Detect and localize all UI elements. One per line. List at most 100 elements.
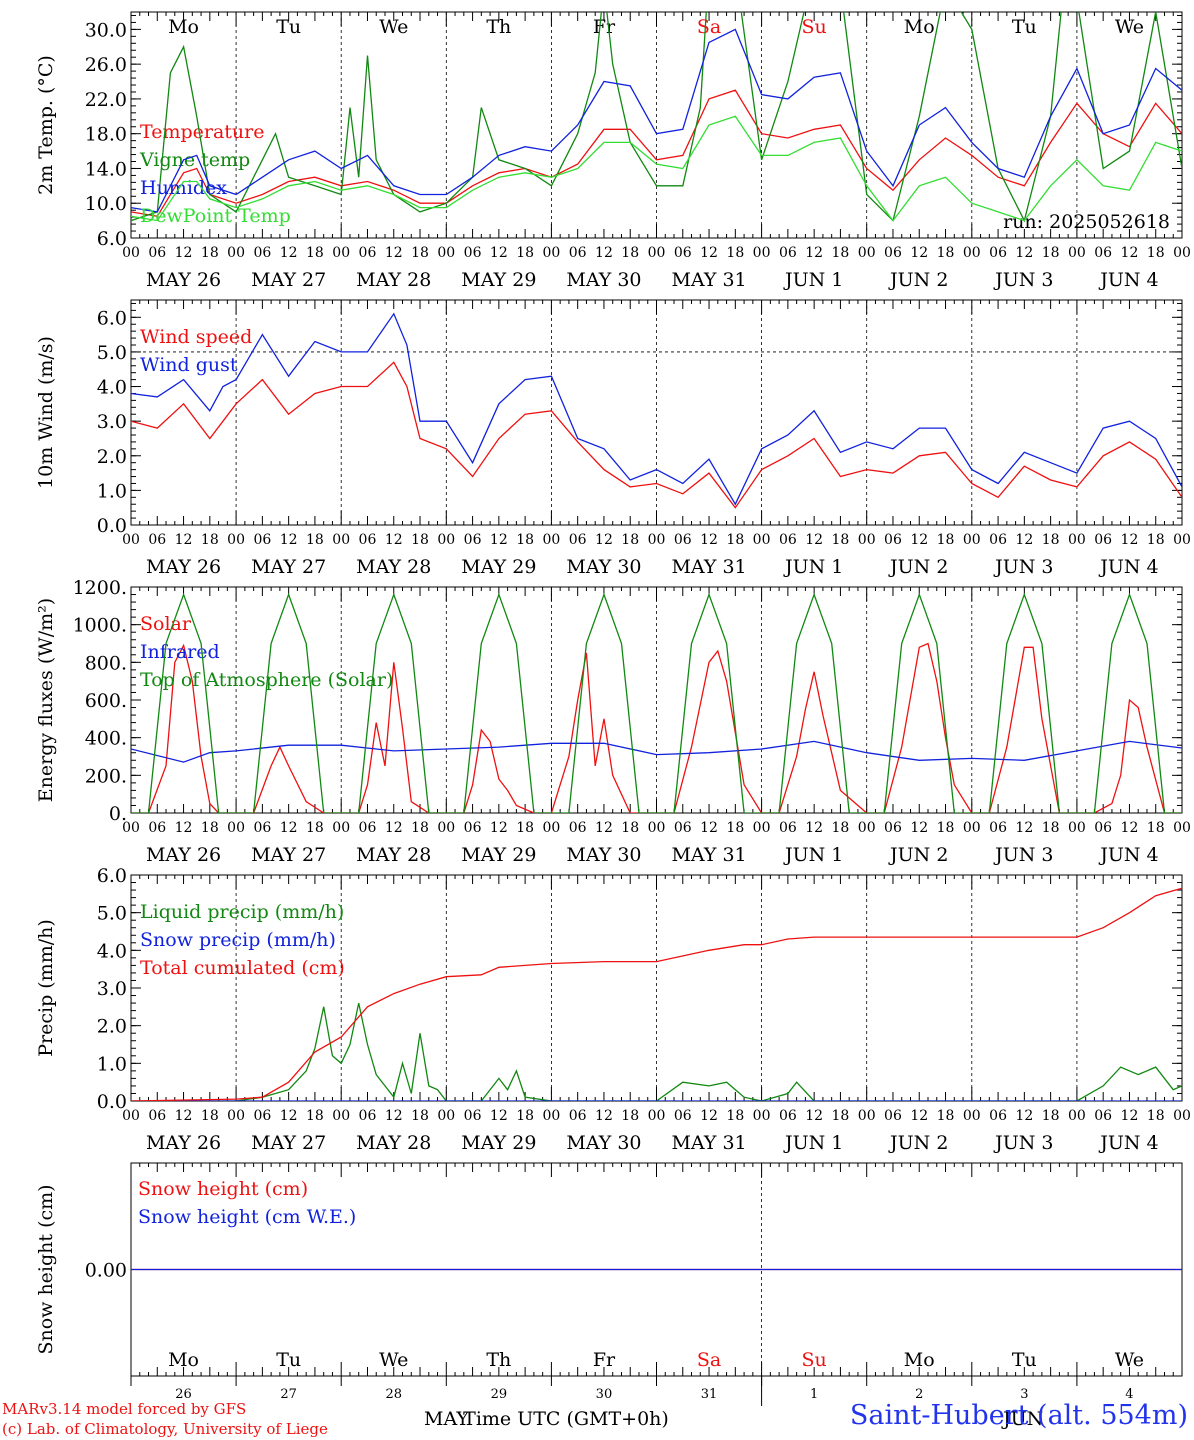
weekday-label: Tu bbox=[1012, 16, 1037, 38]
hour-label: 12 bbox=[700, 532, 718, 548]
day-number-label: 29 bbox=[491, 1387, 508, 1402]
hour-label: 18 bbox=[516, 1108, 534, 1124]
hour-label: 18 bbox=[832, 1108, 850, 1124]
legend-entry: Wind gust bbox=[140, 354, 238, 376]
panel-3: 0. 200. 400. 600. 800. 1000. 1200. Energy fluxe… bbox=[35, 577, 1191, 866]
y-tick-label: 2.0 bbox=[97, 446, 127, 468]
hour-label: 18 bbox=[832, 245, 850, 261]
hour-label: 12 bbox=[1015, 532, 1033, 548]
y-tick-label: 1.0 bbox=[97, 480, 127, 502]
hour-label: 12 bbox=[910, 820, 928, 836]
legend-entry: Solar bbox=[140, 613, 192, 635]
hour-label: 00 bbox=[1068, 245, 1086, 261]
date-label: MAY 28 bbox=[356, 1132, 431, 1154]
x-axis-title: Time UTC (GMT+0h) bbox=[463, 1408, 669, 1430]
series-line-4 bbox=[131, 115, 1182, 222]
hour-label: 18 bbox=[621, 245, 639, 261]
legend-entry: Total cumulated (cm) bbox=[140, 957, 345, 979]
weekday-label: We bbox=[379, 16, 408, 38]
y-axis-title: Precip (mm/h) bbox=[35, 919, 57, 1057]
hour-label: 18 bbox=[411, 820, 429, 836]
hour-label: 06 bbox=[1094, 532, 1112, 548]
date-label: MAY 26 bbox=[146, 1132, 221, 1154]
weekday-label: Sa bbox=[697, 16, 721, 38]
hour-label: 00 bbox=[858, 245, 876, 261]
series-line-1 bbox=[131, 361, 1182, 509]
date-label: MAY 28 bbox=[356, 844, 431, 866]
weekday-label: Tu bbox=[276, 16, 301, 38]
hour-label: 12 bbox=[1015, 1108, 1033, 1124]
y-axis-title: 2m Temp. (°C) bbox=[35, 55, 57, 195]
hour-label: 18 bbox=[1147, 1108, 1165, 1124]
station-name: Saint-Hubert (alt. 554m) bbox=[849, 1400, 1188, 1431]
hour-label: 06 bbox=[779, 532, 797, 548]
hour-label: 06 bbox=[148, 532, 166, 548]
hour-label: 12 bbox=[175, 532, 193, 548]
date-label: JUN 3 bbox=[993, 1132, 1053, 1154]
hour-label: 18 bbox=[621, 820, 639, 836]
hour-label: 18 bbox=[1147, 820, 1165, 836]
hour-label: 00 bbox=[753, 820, 771, 836]
hour-label: 18 bbox=[726, 820, 744, 836]
hour-label: 18 bbox=[306, 532, 324, 548]
legend-entry: Snow height (cm W.E.) bbox=[138, 1206, 356, 1228]
y-tick-label: 600. bbox=[85, 690, 127, 712]
date-label: MAY 27 bbox=[251, 269, 326, 291]
weekday-label: Tu bbox=[1012, 1349, 1037, 1371]
hour-label: 06 bbox=[1094, 1108, 1112, 1124]
legend-entry: Temperature bbox=[140, 121, 264, 143]
day-number-label: 2 bbox=[915, 1387, 923, 1402]
hour-label: 06 bbox=[884, 1108, 902, 1124]
hour-label: 06 bbox=[674, 820, 692, 836]
hour-label: 00 bbox=[648, 532, 666, 548]
date-label: JUN 1 bbox=[783, 556, 843, 578]
hour-label: 00 bbox=[227, 820, 245, 836]
hour-label: 18 bbox=[937, 820, 955, 836]
weekday-label: Su bbox=[802, 1349, 827, 1371]
hour-label: 00 bbox=[1173, 820, 1191, 836]
hour-label: 06 bbox=[464, 820, 482, 836]
y-tick-label: 14.0 bbox=[85, 158, 127, 180]
hour-label: 00 bbox=[753, 1108, 771, 1124]
y-tick-label: 6.0 bbox=[97, 228, 127, 250]
date-label: JUN 1 bbox=[783, 269, 843, 291]
hour-label: 18 bbox=[411, 245, 429, 261]
hour-label: 00 bbox=[648, 245, 666, 261]
hour-label: 12 bbox=[490, 245, 508, 261]
date-label: JUN 2 bbox=[888, 269, 948, 291]
hour-label: 12 bbox=[910, 245, 928, 261]
hour-label: 18 bbox=[1042, 820, 1060, 836]
hour-label: 00 bbox=[437, 532, 455, 548]
hour-label: 12 bbox=[910, 532, 928, 548]
hour-label: 12 bbox=[385, 532, 403, 548]
panel-4: 0.0 1.0 2.0 3.0 4.0 5.0 6.0 Precip (mm/h) 00 06 12… bbox=[35, 865, 1191, 1154]
hour-label: 18 bbox=[937, 1108, 955, 1124]
y-tick-label: 2.0 bbox=[97, 1016, 127, 1038]
plot-frame bbox=[130, 299, 1183, 526]
hour-label: 00 bbox=[1173, 532, 1191, 548]
hour-label: 00 bbox=[437, 245, 455, 261]
y-tick-label: 3.0 bbox=[97, 411, 127, 433]
day-number-label: 27 bbox=[280, 1387, 297, 1402]
day-number-label: 4 bbox=[1125, 1387, 1133, 1402]
hour-label: 06 bbox=[464, 245, 482, 261]
y-axis-title: Snow height (cm) bbox=[35, 1184, 57, 1354]
hour-label: 00 bbox=[122, 245, 140, 261]
hour-label: 12 bbox=[385, 245, 403, 261]
hour-label: 18 bbox=[1042, 245, 1060, 261]
legend-entry: DewPoint Temp bbox=[140, 205, 291, 227]
hour-label: 18 bbox=[516, 532, 534, 548]
series-line-1 bbox=[131, 642, 1182, 813]
hour-label: 06 bbox=[674, 1108, 692, 1124]
hour-label: 00 bbox=[227, 532, 245, 548]
y-tick-label: 22.0 bbox=[85, 89, 127, 111]
hour-label: 18 bbox=[411, 532, 429, 548]
hour-label: 00 bbox=[1068, 820, 1086, 836]
hour-label: 00 bbox=[963, 1108, 981, 1124]
weekday-label: We bbox=[1115, 16, 1144, 38]
legend-entry: Snow height (cm) bbox=[138, 1178, 308, 1200]
date-label: MAY 28 bbox=[356, 556, 431, 578]
hour-label: 12 bbox=[805, 245, 823, 261]
hour-label: 06 bbox=[569, 1108, 587, 1124]
hour-label: 06 bbox=[569, 532, 587, 548]
